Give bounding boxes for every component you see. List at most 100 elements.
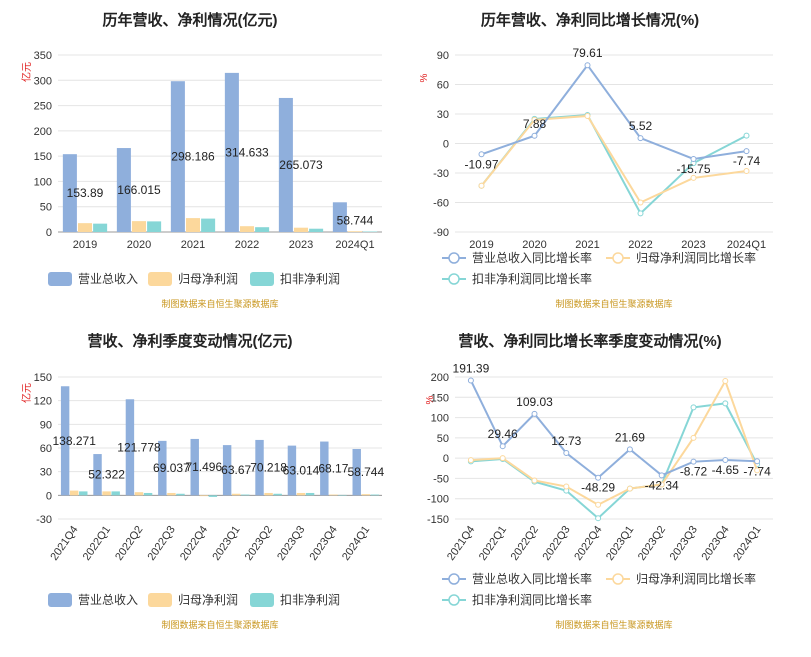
bar-revenue bbox=[278, 97, 293, 233]
y-tick-label: -150 bbox=[427, 514, 449, 526]
line-point bbox=[626, 485, 633, 492]
x-tick-label: 2023Q2 bbox=[243, 524, 275, 563]
data-label: -4.65 bbox=[712, 463, 740, 477]
x-tick-label: 2022Q3 bbox=[146, 524, 178, 563]
y-tick-label: 150 bbox=[34, 372, 52, 384]
x-tick-label: 2022Q4 bbox=[178, 524, 210, 563]
data-label: 166.015 bbox=[117, 183, 161, 197]
line-point bbox=[595, 501, 602, 508]
data-label: -7.74 bbox=[733, 154, 761, 168]
x-tick-label: 2022Q2 bbox=[113, 524, 145, 563]
x-tick-label: 2022 bbox=[235, 239, 259, 251]
line-net-profit-growth bbox=[480, 114, 747, 204]
line-point bbox=[531, 132, 538, 139]
x-tick-label: 2021 bbox=[181, 239, 205, 251]
x-tick-label: 2022Q4 bbox=[572, 524, 604, 563]
bar-revenue bbox=[125, 399, 135, 496]
legend-label: 营业总收入同比增长率 bbox=[472, 571, 592, 586]
bar-deducted-profit bbox=[93, 223, 108, 232]
y-tick-label: 300 bbox=[34, 75, 52, 87]
y-tick-label: -50 bbox=[433, 473, 449, 485]
x-tick-label: 2021 bbox=[575, 239, 599, 251]
line-point bbox=[754, 458, 761, 465]
bar-net-profit bbox=[264, 492, 273, 496]
y-tick-label: 150 bbox=[34, 151, 52, 163]
legend-label: 扣非净利润 bbox=[280, 272, 340, 286]
y-tick-label: 30 bbox=[40, 467, 52, 479]
data-label: -7.74 bbox=[743, 464, 771, 478]
line-revenue-growth bbox=[469, 380, 758, 480]
data-label: -10.97 bbox=[464, 157, 498, 171]
y-tick-label: 0 bbox=[443, 453, 449, 465]
data-label: 7.88 bbox=[523, 117, 547, 131]
x-tick-label: 2023Q2 bbox=[636, 524, 668, 563]
data-label: 109.03 bbox=[516, 395, 553, 409]
bar-net-profit bbox=[329, 494, 338, 496]
bar-revenue bbox=[287, 445, 297, 496]
legend-swatch bbox=[250, 272, 274, 286]
bar-deducted-profit bbox=[201, 218, 216, 232]
data-label: 70.218 bbox=[250, 461, 287, 475]
y-unit-label: 亿元 bbox=[20, 383, 33, 403]
chart-title: 历年营收、净利同比增长情况(%) bbox=[481, 11, 699, 29]
y-tick-label: 50 bbox=[40, 202, 52, 214]
line-point bbox=[467, 457, 474, 464]
y-tick-label: 60 bbox=[40, 443, 52, 455]
y-tick-label: 90 bbox=[40, 419, 52, 431]
data-label: 79.61 bbox=[572, 46, 602, 60]
legend-label: 扣非净利润同比增长率 bbox=[472, 271, 592, 286]
x-tick-label: 2023Q4 bbox=[308, 524, 340, 563]
line-point bbox=[690, 434, 697, 441]
bar-revenue bbox=[60, 386, 70, 496]
data-label: -15.75 bbox=[676, 162, 710, 176]
y-unit-label: % bbox=[419, 73, 430, 82]
bar-revenue bbox=[93, 454, 102, 496]
bar-revenue bbox=[222, 445, 232, 496]
y-tick-label: 90 bbox=[437, 50, 449, 62]
line-point bbox=[637, 210, 644, 217]
data-label: -42.34 bbox=[645, 478, 679, 492]
y-tick-label: 150 bbox=[431, 392, 449, 404]
line-point bbox=[722, 400, 729, 407]
x-tick-label: 2020 bbox=[522, 239, 546, 251]
x-tick-label: 2019 bbox=[73, 239, 97, 251]
y-tick-label: 100 bbox=[34, 176, 52, 188]
line-point bbox=[754, 467, 761, 474]
source-note: 制图数据来自恒生聚源数据库 bbox=[161, 619, 278, 630]
bar-revenue bbox=[158, 440, 167, 496]
bar-revenue bbox=[190, 438, 199, 496]
x-tick-label: 2023 bbox=[681, 239, 705, 251]
bar-deducted-profit bbox=[241, 494, 250, 496]
bar-net-profit bbox=[185, 218, 201, 232]
legend-label: 营业总收入 bbox=[78, 272, 138, 286]
x-tick-label: 2023 bbox=[289, 239, 313, 251]
bar-deducted-profit bbox=[176, 493, 185, 496]
legend-swatch bbox=[48, 593, 72, 607]
line-point bbox=[637, 135, 644, 142]
line-point bbox=[584, 62, 591, 69]
line-point bbox=[743, 132, 750, 139]
x-tick-label: 2023Q3 bbox=[668, 524, 700, 563]
line-point bbox=[563, 483, 570, 490]
y-tick-label: 30 bbox=[437, 109, 449, 121]
bar-net-profit bbox=[199, 495, 209, 497]
line-point bbox=[658, 481, 665, 488]
y-tick-label: -30 bbox=[433, 168, 449, 180]
y-tick-label: -30 bbox=[36, 514, 52, 526]
source-note: 制图数据来自恒生聚源数据库 bbox=[161, 298, 278, 309]
line-point bbox=[595, 474, 602, 481]
bar-net-profit bbox=[347, 231, 363, 232]
bar-deducted-profit bbox=[111, 491, 120, 496]
bar-deducted-profit bbox=[309, 228, 324, 232]
legend-marker bbox=[612, 252, 624, 264]
x-tick-label: 2024Q1 bbox=[335, 239, 374, 251]
line-point bbox=[531, 116, 538, 123]
legend-marker bbox=[448, 573, 460, 585]
line-point bbox=[658, 472, 665, 479]
bar-revenue bbox=[224, 72, 239, 233]
x-tick-label: 2021Q4 bbox=[445, 524, 477, 563]
bar-net-profit bbox=[361, 494, 371, 496]
line-point bbox=[584, 112, 591, 119]
data-label: 63.67 bbox=[221, 463, 251, 477]
data-label: 265.073 bbox=[279, 158, 323, 172]
